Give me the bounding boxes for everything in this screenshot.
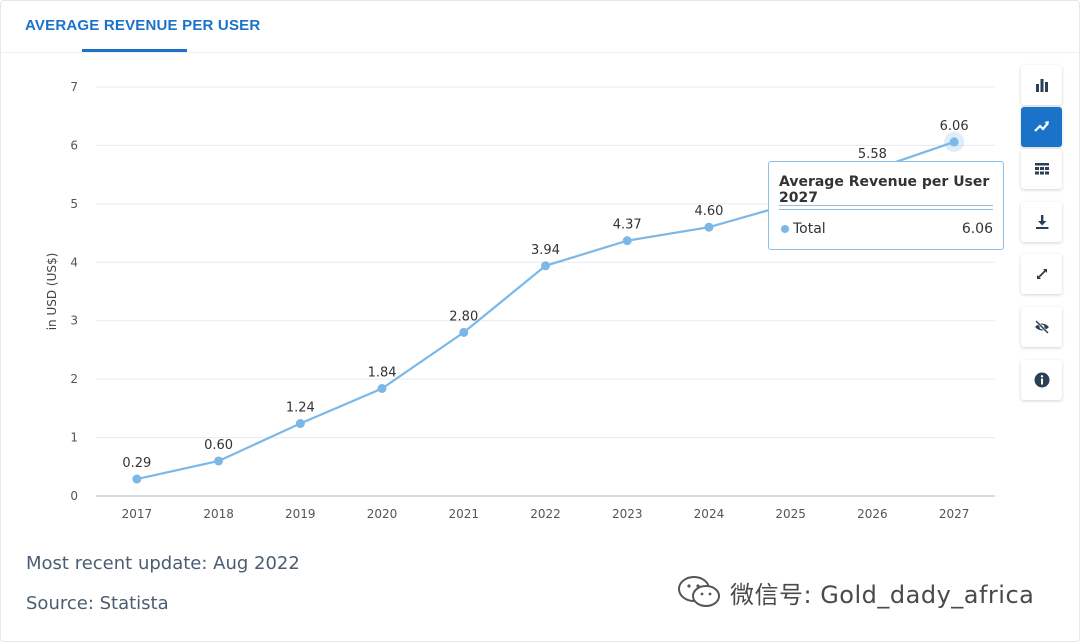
tooltip-series-marker (781, 225, 789, 233)
eye-off-icon (1034, 320, 1049, 334)
tooltip-title: Average Revenue per User 2027 (779, 174, 990, 206)
data-label: 1.24 (286, 401, 315, 416)
hide-button[interactable] (1021, 307, 1062, 347)
y-axis: 0 1 2 3 4 5 6 7 (70, 80, 995, 503)
line-chart: 0 1 2 3 4 5 6 7 2017 2018 2019 2020 2021 2022 2023 202… (45, 80, 995, 521)
x-tick-label: 2021 (448, 507, 479, 521)
data-point[interactable] (949, 137, 959, 147)
active-tab-indicator (82, 49, 187, 52)
download-button[interactable] (1021, 202, 1062, 242)
data-point[interactable] (132, 474, 142, 484)
watermark: 微信号: Gold_dady_africa (676, 574, 1034, 610)
data-point[interactable] (704, 222, 714, 232)
x-tick-label: 2018 (203, 507, 234, 521)
data-point[interactable] (295, 419, 305, 429)
x-tick-label: 2023 (612, 507, 643, 521)
data-label: 6.06 (940, 119, 969, 134)
data-label: 0.60 (204, 438, 233, 453)
x-axis: 2017 2018 2019 2020 2021 2022 2023 2024 2025 2026… (122, 507, 970, 521)
y-tick-label: 6 (70, 138, 78, 152)
data-point[interactable] (459, 327, 469, 337)
watermark-text: 微信号: Gold_dady_africa (730, 580, 1035, 609)
tooltip-value: 6.06 (961, 221, 993, 237)
y-tick-label: 7 (70, 80, 78, 94)
y-tick-label: 0 (70, 489, 78, 503)
y-tick-label: 2 (70, 372, 78, 386)
data-point[interactable] (541, 261, 550, 271)
fullscreen-button[interactable] (1021, 254, 1062, 294)
tooltip-series-name: Total (793, 221, 826, 237)
info-icon (1034, 372, 1049, 388)
expand-icon (1036, 269, 1047, 279)
data-point[interactable] (214, 456, 224, 466)
info-button[interactable] (1021, 360, 1062, 400)
line-chart-button[interactable] (1021, 107, 1062, 147)
data-label: 4.37 (613, 218, 642, 233)
data-label: 2.80 (449, 309, 478, 324)
y-tick-label: 5 (70, 197, 78, 211)
x-tick-label: 2024 (694, 507, 725, 521)
x-tick-label: 2019 (285, 507, 316, 521)
y-tick-label: 3 (70, 314, 78, 328)
data-point[interactable] (622, 236, 632, 246)
data-label: 0.29 (122, 456, 151, 471)
data-label: 4.60 (694, 204, 723, 219)
source-link[interactable]: Source: Statista (26, 593, 169, 614)
y-tick-label: 4 (70, 255, 78, 269)
line-chart-icon (1033, 121, 1049, 132)
tooltip-divider (779, 205, 993, 210)
table-view-button[interactable] (1021, 149, 1062, 189)
data-label: 3.94 (531, 243, 560, 258)
data-point[interactable] (377, 383, 387, 393)
table-icon (1034, 163, 1049, 175)
tab-bar: AVERAGE REVENUE PER USER (0, 0, 1078, 53)
x-tick-label: 2027 (939, 507, 970, 521)
tab-average-revenue-per-user[interactable]: AVERAGE REVENUE PER USER (25, 17, 261, 34)
wechat-icon (678, 576, 720, 607)
x-tick-label: 2025 (775, 507, 806, 521)
most-recent-update: Most recent update: Aug 2022 (26, 553, 300, 574)
bar-chart-icon (1035, 79, 1048, 92)
data-labels: 0.29 0.60 1.24 1.84 2.80 3.94 4.37 4.60 5.58 6.06 (122, 119, 968, 471)
data-label: 5.58 (858, 147, 887, 162)
data-label: 1.84 (368, 365, 397, 380)
bar-chart-button[interactable] (1021, 65, 1062, 105)
y-axis-label: in USD (US$) (45, 253, 59, 331)
y-tick-label: 1 (70, 431, 78, 445)
x-tick-label: 2022 (530, 507, 561, 521)
data-tooltip: Average Revenue per User 2027 Total 6.06 (768, 161, 1004, 250)
x-tick-label: 2026 (857, 507, 888, 521)
download-icon (1035, 215, 1048, 229)
x-tick-label: 2017 (122, 507, 153, 521)
x-tick-label: 2020 (367, 507, 398, 521)
grid-lines (96, 86, 995, 439)
